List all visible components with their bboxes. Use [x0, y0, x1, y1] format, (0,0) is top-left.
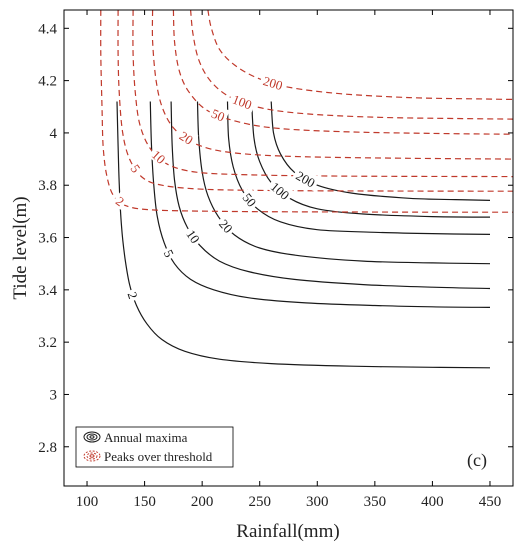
contour-label-text: 100	[230, 92, 254, 113]
contour-label-bg	[207, 103, 230, 125]
pot-contour-100	[190, 10, 513, 120]
plot-frame	[63, 9, 514, 487]
contour-label: 20	[175, 125, 199, 149]
contour-label: 5	[160, 244, 179, 262]
y-tick-label: 3	[50, 387, 58, 403]
am-contour-20	[196, 101, 491, 265]
am-contour-10	[170, 101, 491, 290]
contour-label: 50	[238, 187, 262, 211]
am-contour-5	[149, 101, 491, 308]
pot-contour-10	[132, 10, 513, 178]
legend: Annual maxima Peaks over threshold	[75, 426, 234, 468]
x-tick-label: 250	[248, 494, 271, 510]
am-contour-50	[226, 101, 491, 235]
x-tick-label: 450	[479, 494, 502, 510]
contour-label-text: 50	[209, 106, 227, 125]
x-tick-label: 350	[364, 494, 387, 510]
pot-contour-2	[100, 10, 513, 213]
y-tick-label: 4.4	[38, 21, 57, 37]
legend-annual-maxima-icon	[83, 431, 101, 443]
contour-label: 10	[147, 144, 172, 168]
x-tick-label: 150	[133, 494, 156, 510]
contour-label-bg	[259, 71, 288, 93]
pot-contour-200	[207, 10, 513, 100]
contour-label-bg	[127, 159, 146, 177]
contour-label-text: 200	[261, 73, 284, 93]
y-tick-label: 2.8	[38, 440, 57, 456]
legend-box	[75, 426, 234, 468]
contour-label-bg	[124, 287, 143, 303]
contour-label-bg	[266, 176, 296, 204]
contour-label-text: 10	[183, 227, 203, 246]
contour-label-bg	[175, 125, 199, 149]
contour-label: 2	[124, 287, 143, 303]
contour-label: 100	[228, 89, 257, 113]
x-tick-label: 200	[191, 494, 214, 510]
contour-label-bg	[182, 224, 206, 248]
contour-label-bg	[228, 89, 257, 113]
legend-annual-maxima-label: Annual maxima	[104, 430, 188, 445]
y-tick-label: 3.4	[38, 283, 57, 299]
x-axis-ticks: 100 150 200 250 300 350 400 450	[76, 10, 501, 510]
pot-contour-50	[172, 10, 513, 135]
legend-peaks-over-threshold-icon	[83, 450, 101, 462]
contour-label-bg	[111, 191, 130, 210]
x-axis-label: Rainfall(mm)	[236, 521, 339, 542]
contour-label-text: 50	[240, 190, 260, 210]
y-tick-label: 4	[50, 126, 58, 142]
contour-label: 200	[259, 71, 288, 93]
pot-contour-5	[117, 10, 513, 192]
contour-label-bg	[291, 165, 321, 191]
contour-label: 5	[127, 159, 146, 177]
y-tick-label: 4.2	[38, 74, 57, 90]
contour-label: 10	[182, 224, 206, 248]
y-tick-label: 3.8	[38, 178, 57, 194]
contour-label-bg	[147, 144, 172, 168]
panel-label: (c)	[467, 450, 487, 471]
contour-label-bg	[215, 213, 239, 238]
contour-label: 20	[215, 213, 239, 238]
contour-label-text: 2	[124, 290, 140, 301]
am-contour-200	[270, 101, 491, 201]
x-tick-label: 300	[306, 494, 329, 510]
pot-contour-20	[151, 10, 513, 160]
y-tick-label: 3.6	[38, 231, 57, 247]
legend-peaks-over-threshold-label: Peaks over threshold	[104, 449, 213, 464]
contour-label-bg	[160, 244, 179, 262]
contour-label: 2	[111, 191, 130, 210]
y-axis-ticks: 2.8 3 3.2 3.4 3.6 3.8 4 4.2 4.4	[38, 21, 513, 456]
contour-label: 200	[291, 165, 321, 191]
x-tick-label: 400	[421, 494, 444, 510]
y-axis-label: Tide level(m)	[10, 196, 31, 299]
contour-label-text: 20	[177, 128, 196, 148]
y-tick-label: 3.2	[38, 335, 57, 351]
contour-label: 50	[207, 103, 230, 125]
contour-label-bg	[238, 187, 262, 211]
x-tick-label: 100	[76, 494, 99, 510]
am-contour-2	[116, 101, 491, 369]
contour-lines	[100, 10, 513, 369]
